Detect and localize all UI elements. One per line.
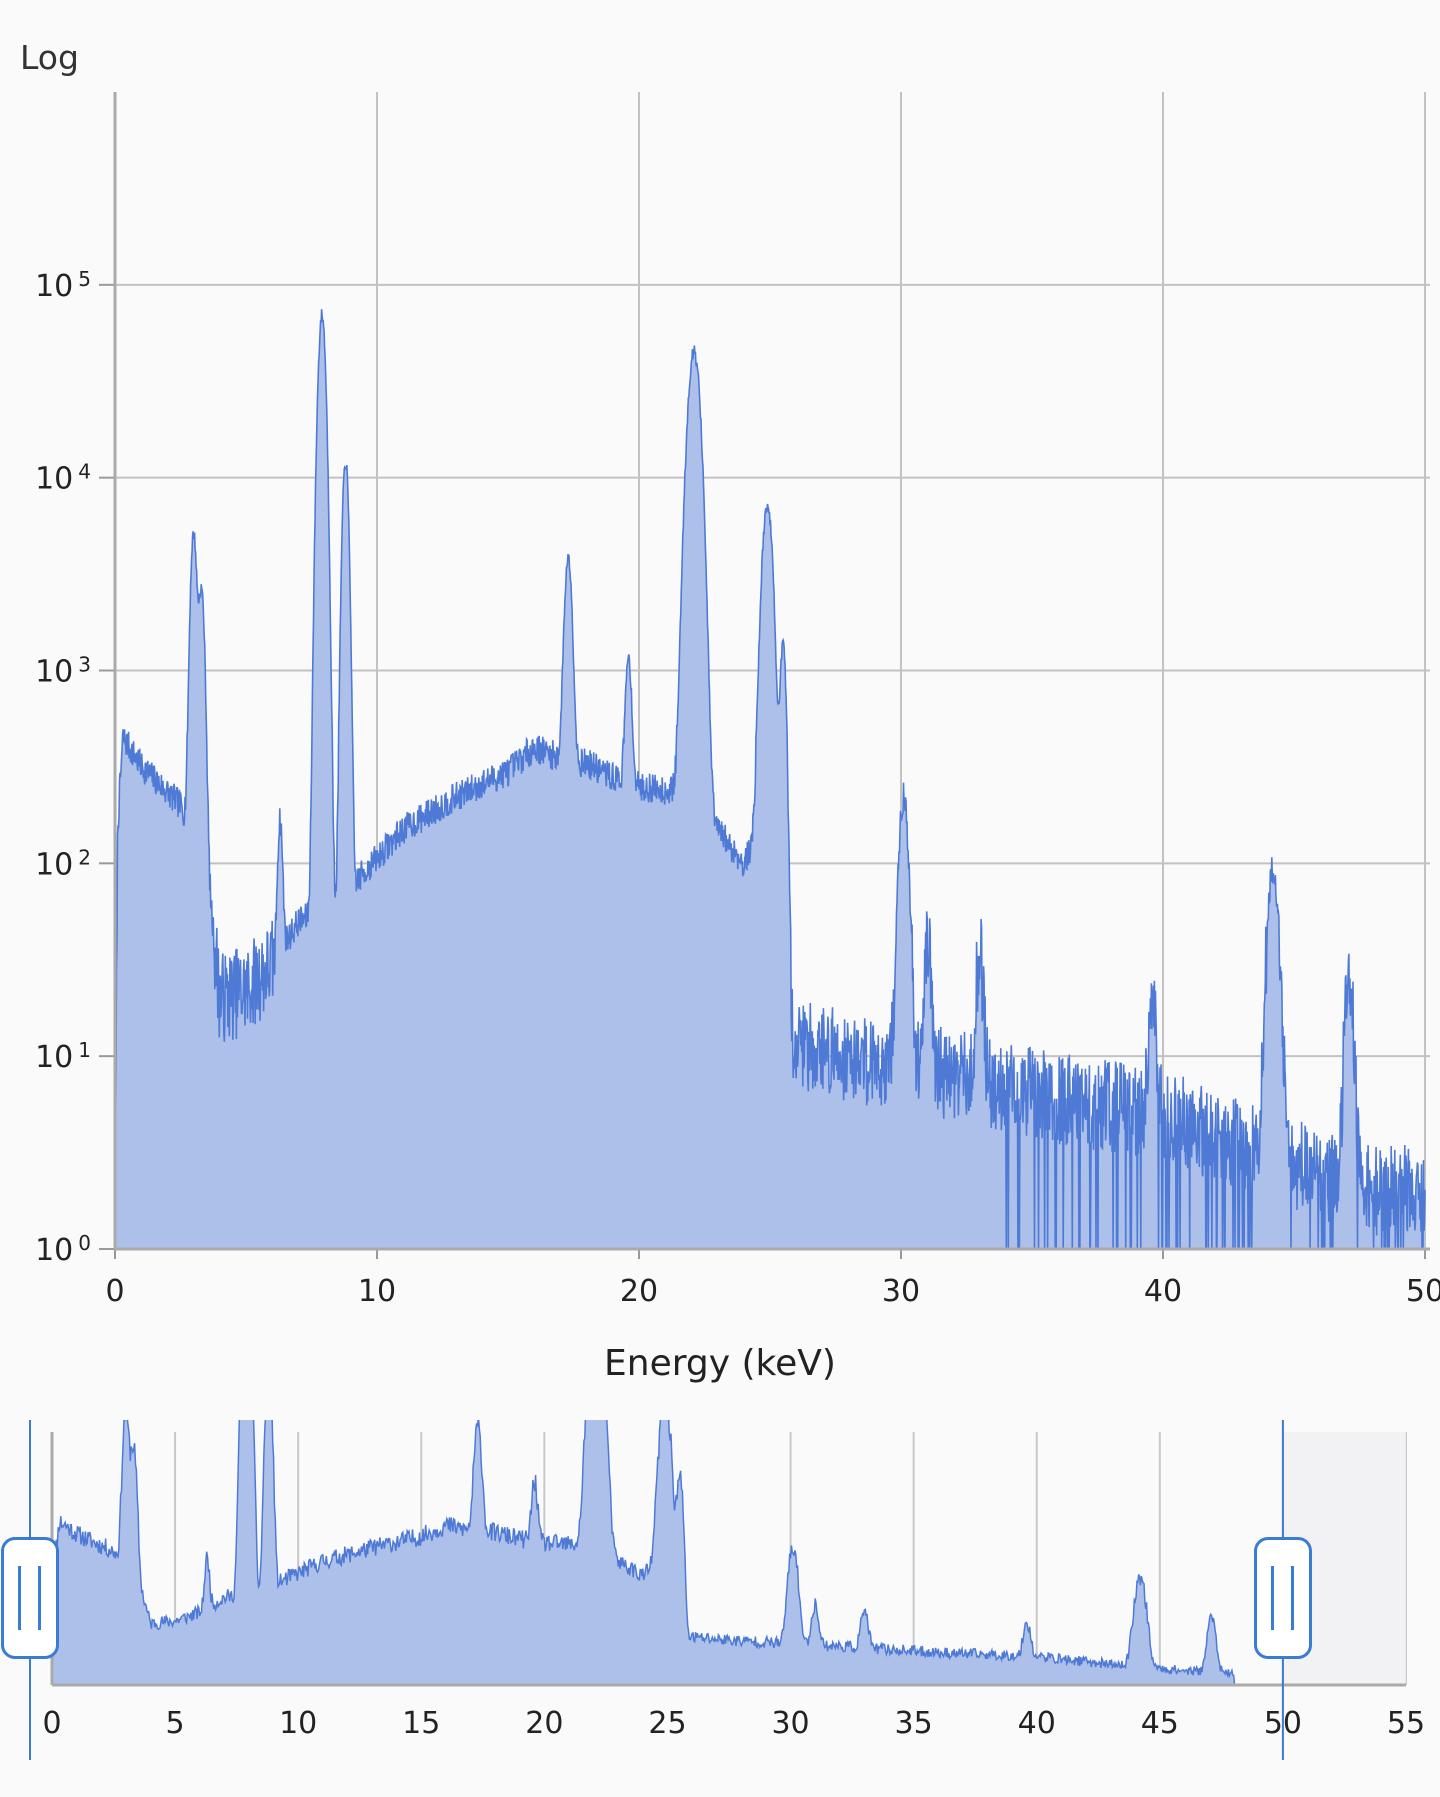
- y-tick-exponent: 2: [78, 845, 91, 869]
- y-tick-exponent: 4: [78, 460, 91, 484]
- x-tick-label: 20: [620, 1274, 658, 1309]
- x-tick-label: 10: [358, 1274, 396, 1309]
- scale-mode-label[interactable]: Log: [20, 38, 79, 77]
- y-tick-exponent: 1: [78, 1038, 91, 1062]
- nav-tick-label: 0: [42, 1706, 61, 1741]
- x-tick-label: 40: [1144, 1274, 1182, 1309]
- nav-tick-label: 15: [402, 1706, 440, 1741]
- nav-tick-label: 10: [279, 1706, 317, 1741]
- x-tick-label: 30: [882, 1274, 920, 1309]
- y-tick-label: 10 4: [35, 460, 91, 497]
- x-tick-label: 50: [1406, 1274, 1440, 1309]
- y-tick-base: 10: [35, 655, 73, 690]
- x-axis-label: Energy (keV): [604, 1343, 836, 1384]
- y-tick-base: 10: [35, 269, 73, 304]
- nav-tick-label: 25: [648, 1706, 686, 1741]
- x-tick-label: 0: [105, 1274, 124, 1309]
- y-tick-label: 10 1: [35, 1038, 91, 1075]
- nav-axes: 0 5 10 15 20 25 30 35 40 45 50 55: [29, 1420, 1425, 1760]
- y-tick-exponent: 3: [78, 653, 91, 677]
- nav-tick-label: 55: [1387, 1706, 1425, 1741]
- y-tick-label: 10 0: [35, 1231, 91, 1268]
- y-tick-label: 10 3: [35, 653, 91, 690]
- spectrum-line: [114, 309, 1426, 1250]
- spectrum-area: [115, 309, 1425, 1249]
- nav-tick-label: 5: [166, 1706, 185, 1741]
- y-tick-base: 10: [35, 1040, 73, 1075]
- range-handle-left[interactable]: [1, 1537, 59, 1659]
- nav-tick-label: 30: [771, 1706, 809, 1741]
- nav-tick-label: 35: [895, 1706, 933, 1741]
- overview-line: [51, 1420, 1283, 1686]
- nav-tick-label: 45: [1141, 1706, 1179, 1741]
- y-tick-exponent: 5: [78, 267, 91, 291]
- nav-tick-label: 20: [525, 1706, 563, 1741]
- y-tick-base: 10: [35, 1233, 73, 1268]
- nav-tick-label: 40: [1018, 1706, 1056, 1741]
- y-tick-label: 10 5: [35, 267, 91, 304]
- y-tick-exponent: 0: [78, 1231, 91, 1255]
- range-handle-right[interactable]: [1253, 1537, 1312, 1659]
- overview-area: [52, 1420, 1283, 1685]
- y-tick-base: 10: [35, 847, 73, 882]
- y-tick-base: 10: [35, 462, 73, 497]
- overview-navigator[interactable]: 0 5 10 15 20 25 30 35 40 45 50 55: [0, 1420, 1440, 1797]
- y-tick-label: 10 2: [35, 845, 91, 882]
